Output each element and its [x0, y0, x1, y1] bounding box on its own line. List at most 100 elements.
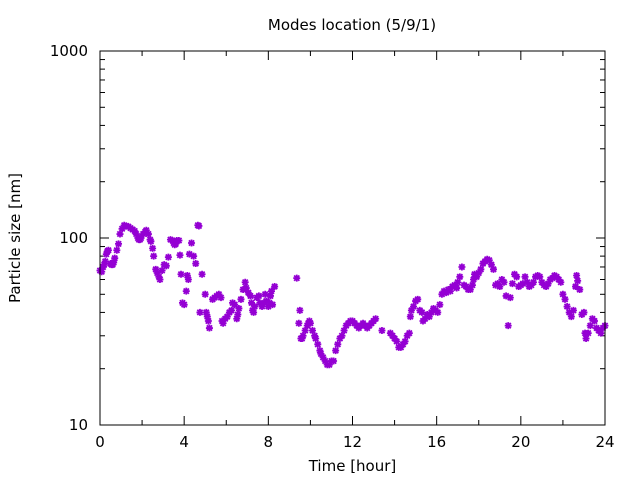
data-point: [500, 278, 508, 286]
data-point: [195, 222, 203, 230]
data-point: [255, 292, 263, 300]
data-point: [506, 294, 514, 302]
x-tick-label: 0: [95, 433, 105, 451]
data-point: [584, 329, 592, 337]
data-point: [487, 261, 495, 269]
data-point: [561, 295, 569, 303]
data-point: [266, 292, 274, 300]
data-point: [169, 236, 177, 244]
data-point: [198, 270, 206, 278]
y-tick-label: 100: [59, 229, 88, 247]
data-point: [456, 273, 464, 281]
data-point: [567, 313, 575, 321]
data-point: [98, 268, 106, 276]
data-point: [406, 313, 414, 321]
data-point: [100, 261, 108, 269]
data-point: [144, 230, 152, 238]
data-point: [217, 294, 225, 302]
data-point: [334, 340, 342, 348]
data-point: [201, 290, 209, 298]
data-point: [338, 332, 346, 340]
data-point: [184, 275, 192, 283]
data-point: [312, 335, 320, 343]
data-point: [301, 327, 309, 335]
y-axis-label: Particle size [nm]: [6, 173, 24, 303]
data-point: [325, 361, 333, 369]
data-point: [237, 295, 245, 303]
data-point: [177, 270, 185, 278]
data-point: [319, 353, 327, 361]
data-point: [573, 272, 581, 280]
data-point: [438, 290, 446, 298]
data-point: [314, 340, 322, 348]
data-point: [115, 240, 123, 248]
data-point: [536, 273, 544, 281]
data-point: [104, 246, 112, 254]
data-point: [597, 329, 605, 337]
data-point: [563, 303, 571, 311]
data-point: [311, 332, 319, 340]
data-point: [590, 317, 598, 325]
data-point: [246, 292, 254, 300]
data-point: [267, 287, 275, 295]
data-point: [176, 251, 184, 259]
data-point: [102, 250, 110, 258]
data-point: [496, 283, 504, 291]
data-point: [453, 284, 461, 292]
data-point: [414, 295, 422, 303]
data-point: [147, 237, 155, 245]
data-point: [110, 258, 118, 266]
data-point: [150, 252, 158, 260]
data-point: [265, 299, 273, 307]
data-point: [131, 227, 139, 235]
data-point: [142, 226, 150, 234]
data-point: [299, 332, 307, 340]
data-point: [446, 287, 454, 295]
data-point: [321, 357, 329, 365]
y-tick-label: 10: [69, 416, 88, 434]
data-point: [466, 286, 474, 294]
data-point: [271, 283, 279, 291]
data-point: [306, 319, 314, 327]
data-point: [149, 244, 157, 252]
data-point: [261, 290, 269, 298]
data-point: [393, 337, 401, 345]
data-point: [155, 273, 163, 281]
data-point: [316, 347, 324, 355]
x-axis-label: Time [hour]: [308, 457, 397, 475]
data-point: [469, 275, 477, 283]
data-point: [504, 322, 512, 330]
data-point: [215, 290, 223, 298]
data-point: [164, 253, 172, 261]
data-point: [182, 287, 190, 295]
data-point: [340, 327, 348, 335]
data-point: [401, 337, 409, 345]
data-point: [248, 299, 255, 307]
data-point: [101, 257, 109, 265]
data-point: [244, 289, 252, 297]
data-point: [557, 278, 565, 286]
data-point: [203, 313, 211, 321]
data-point: [485, 256, 493, 264]
data-point: [196, 308, 204, 316]
data-point: [250, 308, 258, 316]
data-point: [513, 273, 521, 281]
data-point: [188, 239, 196, 247]
data-point: [239, 286, 247, 294]
data-point: [185, 250, 193, 258]
data-point: [231, 301, 239, 309]
data-point: [192, 260, 200, 268]
data-point: [378, 327, 386, 335]
data-point: [153, 269, 161, 277]
data-point: [405, 329, 413, 337]
data-point: [309, 327, 317, 335]
data-point: [508, 280, 516, 288]
data-point: [519, 280, 527, 288]
axis-ticks: [99, 50, 606, 426]
data-point: [410, 303, 418, 311]
data-points: [96, 221, 609, 369]
x-tick-label: 20: [511, 433, 530, 451]
data-point: [436, 301, 444, 309]
data-point: [251, 303, 259, 311]
